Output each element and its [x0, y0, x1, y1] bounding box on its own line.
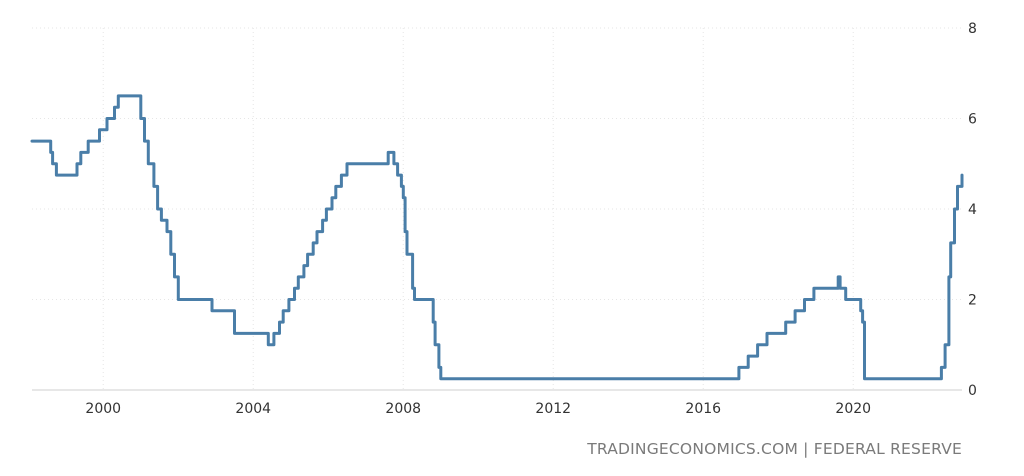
y-tick-label: 2: [968, 293, 977, 309]
grid: [32, 27, 962, 391]
x-tick-label: 2012: [535, 401, 571, 417]
x-tick-label: 2020: [835, 401, 871, 417]
x-tick-label: 2016: [685, 401, 721, 417]
x-tick-label: 2000: [85, 401, 121, 417]
y-tick-label: 0: [968, 383, 977, 399]
y-tick-label: 4: [968, 202, 977, 218]
x-axis: 2000 2004 2008 2012 2016 2020: [85, 401, 871, 417]
x-tick-label: 2004: [235, 401, 271, 417]
y-tick-label: 8: [968, 21, 977, 37]
series-line: [30, 94, 964, 381]
source-attribution[interactable]: TRADINGECONOMICS.COM | FEDERAL RESERVE: [587, 440, 962, 458]
y-axis: 0 2 4 6 8: [968, 21, 977, 399]
y-tick-label: 6: [968, 112, 977, 128]
x-tick-label: 2008: [385, 401, 421, 417]
series-layer: [30, 94, 964, 381]
